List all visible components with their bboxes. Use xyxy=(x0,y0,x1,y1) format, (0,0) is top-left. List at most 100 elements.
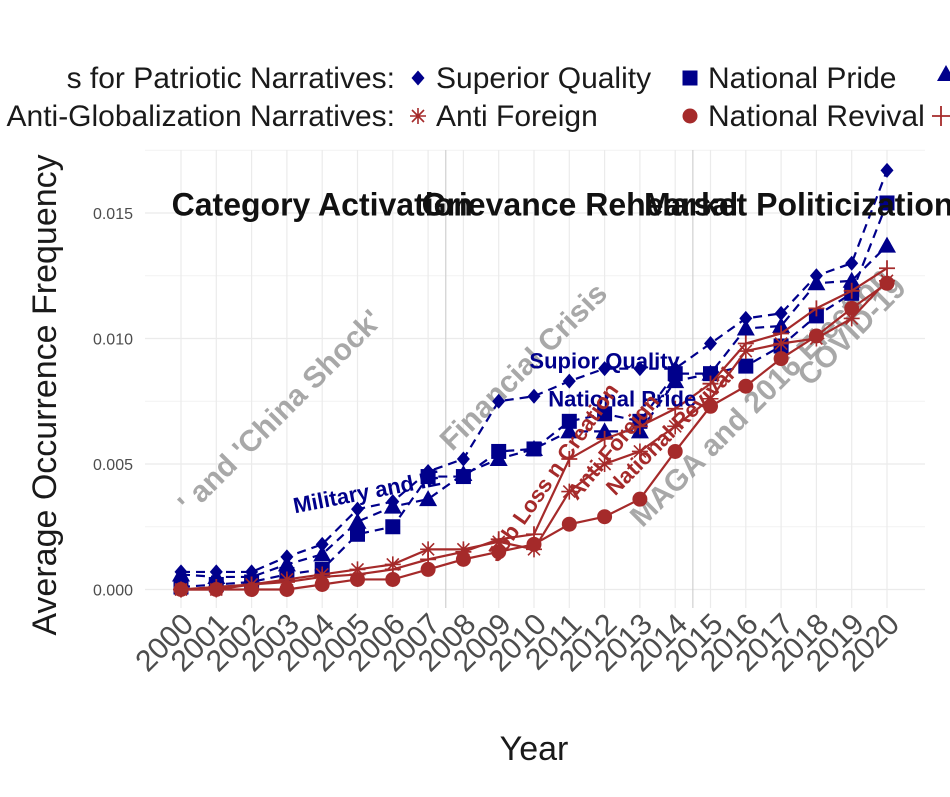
y-tick-label: 0.015 xyxy=(93,206,133,223)
data-point xyxy=(631,418,648,435)
data-point xyxy=(773,325,790,342)
series-annotation: Military and IE xyxy=(291,465,442,518)
data-point xyxy=(632,491,648,507)
data-point xyxy=(348,512,367,529)
data-point xyxy=(561,483,578,500)
legend-title: s for Patriotic Narratives: xyxy=(67,62,395,95)
data-point xyxy=(350,526,365,542)
data-point xyxy=(633,361,647,377)
legend-title: Anti-Globalization Narratives: xyxy=(7,100,396,133)
data-point xyxy=(739,310,753,326)
data-point xyxy=(667,418,684,435)
data-point xyxy=(351,501,364,517)
data-point xyxy=(562,373,576,389)
y-tick-label: 0.005 xyxy=(93,457,133,474)
data-point xyxy=(842,271,861,288)
data-point xyxy=(455,543,472,560)
axes: 0.0000.0050.0100.01520002001200220032004… xyxy=(93,206,906,678)
data-point xyxy=(490,531,507,548)
data-point xyxy=(561,413,577,429)
data-point xyxy=(667,400,684,417)
legend: s for Patriotic Narratives: Superior Qual… xyxy=(7,62,950,133)
data-point xyxy=(631,443,648,460)
data-point xyxy=(703,398,718,414)
data-point xyxy=(243,576,260,593)
data-point xyxy=(420,561,436,577)
data-point xyxy=(278,573,295,590)
data-point xyxy=(702,375,719,392)
data-point xyxy=(456,451,470,467)
series-annotation: Supior Quality xyxy=(529,349,680,374)
data-point xyxy=(737,335,754,352)
data-point xyxy=(702,390,719,407)
data-point xyxy=(843,310,860,327)
data-point xyxy=(560,422,579,439)
data-point xyxy=(420,541,437,558)
y-tick-label: 0.000 xyxy=(93,583,133,600)
data-point xyxy=(879,260,895,277)
data-point xyxy=(682,70,698,86)
data-point xyxy=(383,497,402,514)
series-annotation: National Pride xyxy=(548,386,696,411)
series-line xyxy=(180,244,888,579)
data-point xyxy=(526,526,542,543)
legend-entry: Anti Foreign xyxy=(436,100,598,133)
data-point xyxy=(598,361,612,377)
data-point xyxy=(738,378,754,394)
data-point xyxy=(420,469,436,485)
data-point xyxy=(208,578,225,595)
data-point xyxy=(491,544,507,560)
data-point xyxy=(844,300,860,316)
data-point xyxy=(773,351,789,367)
data-point xyxy=(385,571,401,587)
data-point xyxy=(682,108,698,124)
data-point xyxy=(596,456,613,472)
data-point xyxy=(667,443,683,459)
data-point xyxy=(843,282,860,299)
data-point xyxy=(701,364,720,381)
period-title: Market Politicization xyxy=(644,187,950,223)
data-point xyxy=(384,561,401,578)
data-point xyxy=(879,195,895,211)
data-point xyxy=(420,551,437,568)
legend-entry: National Revival xyxy=(708,100,925,133)
data-point xyxy=(454,465,473,482)
data-point xyxy=(880,162,894,178)
data-point xyxy=(595,422,614,439)
legend-entry: Superior Quality xyxy=(436,62,651,95)
data-point xyxy=(807,274,826,291)
data-point xyxy=(411,70,425,86)
data-point xyxy=(207,567,226,584)
data-point xyxy=(492,393,506,409)
data-point xyxy=(596,430,613,447)
data-point xyxy=(597,406,613,422)
data-point xyxy=(597,509,613,525)
data-point xyxy=(526,536,542,552)
series-group xyxy=(172,162,896,598)
series-line xyxy=(180,202,889,589)
data-point xyxy=(313,545,332,562)
data-point xyxy=(666,372,685,389)
data-point xyxy=(773,335,790,352)
data-point xyxy=(489,449,508,466)
period-dividers xyxy=(445,150,694,608)
data-point xyxy=(561,450,578,467)
x-axis-label: Year xyxy=(500,730,569,768)
data-point xyxy=(808,300,825,317)
data-point xyxy=(774,305,788,321)
series-unnamed-2 xyxy=(172,236,896,584)
data-point xyxy=(410,108,426,124)
data-point xyxy=(738,358,754,374)
data-point xyxy=(808,328,824,344)
data-point xyxy=(315,536,329,552)
data-point xyxy=(878,236,896,253)
data-point xyxy=(277,555,296,572)
data-point xyxy=(736,319,755,336)
data-point xyxy=(173,581,189,598)
period-title: Grievance Rehearsal xyxy=(422,187,739,223)
data-point xyxy=(349,566,366,583)
data-point xyxy=(845,255,859,271)
data-point xyxy=(937,65,950,81)
